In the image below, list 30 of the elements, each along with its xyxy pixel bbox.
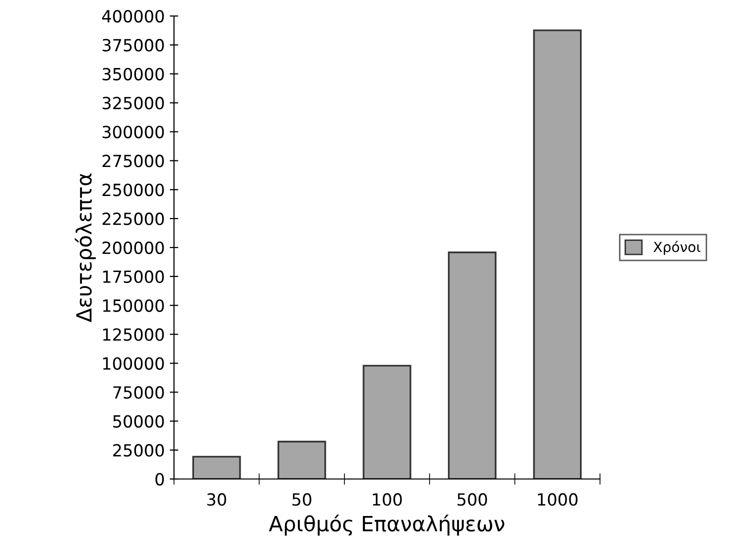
y-tick-label: 0 — [155, 472, 164, 486]
x-tick-label: 500 — [458, 493, 487, 506]
y-tick-label: 175000 — [103, 270, 164, 284]
x-tick-label: 50 — [292, 493, 312, 506]
y-tick-label: 400000 — [102, 10, 164, 23]
x-tick-label: 30 — [207, 493, 226, 506]
y-tick-label: 250000 — [102, 184, 164, 196]
y-tick-label: 25000 — [113, 444, 164, 457]
bar — [362, 364, 412, 479]
bar — [192, 456, 241, 479]
legend-label: Χρόνοι — [653, 240, 700, 255]
x-tick-label: 1000 — [538, 493, 578, 506]
y-tick-label: 125000 — [103, 328, 164, 341]
y-tick-label: 325000 — [102, 96, 164, 110]
y-tick-label: 350000 — [102, 68, 164, 80]
y-tick-label: 375000 — [102, 38, 164, 52]
bar — [448, 252, 496, 479]
y-tick-label: 75000 — [113, 386, 164, 399]
bar — [278, 440, 326, 479]
y-axis-title: Δευτερόλεπτα — [74, 174, 96, 322]
y-tick-label: 200000 — [102, 241, 164, 254]
y-tick-label: 225000 — [102, 212, 164, 226]
y-tick-label: 100000 — [103, 357, 164, 370]
bar — [533, 30, 582, 479]
y-tick-label: 150000 — [103, 299, 164, 312]
x-tick-label: 100 — [372, 493, 402, 506]
y-tick-label: 50000 — [113, 415, 164, 428]
y-tick-label: 300000 — [102, 126, 164, 138]
x-axis-title: Αριθμός Επαναλήψεων — [268, 514, 504, 536]
y-tick-label: 275000 — [102, 154, 164, 168]
